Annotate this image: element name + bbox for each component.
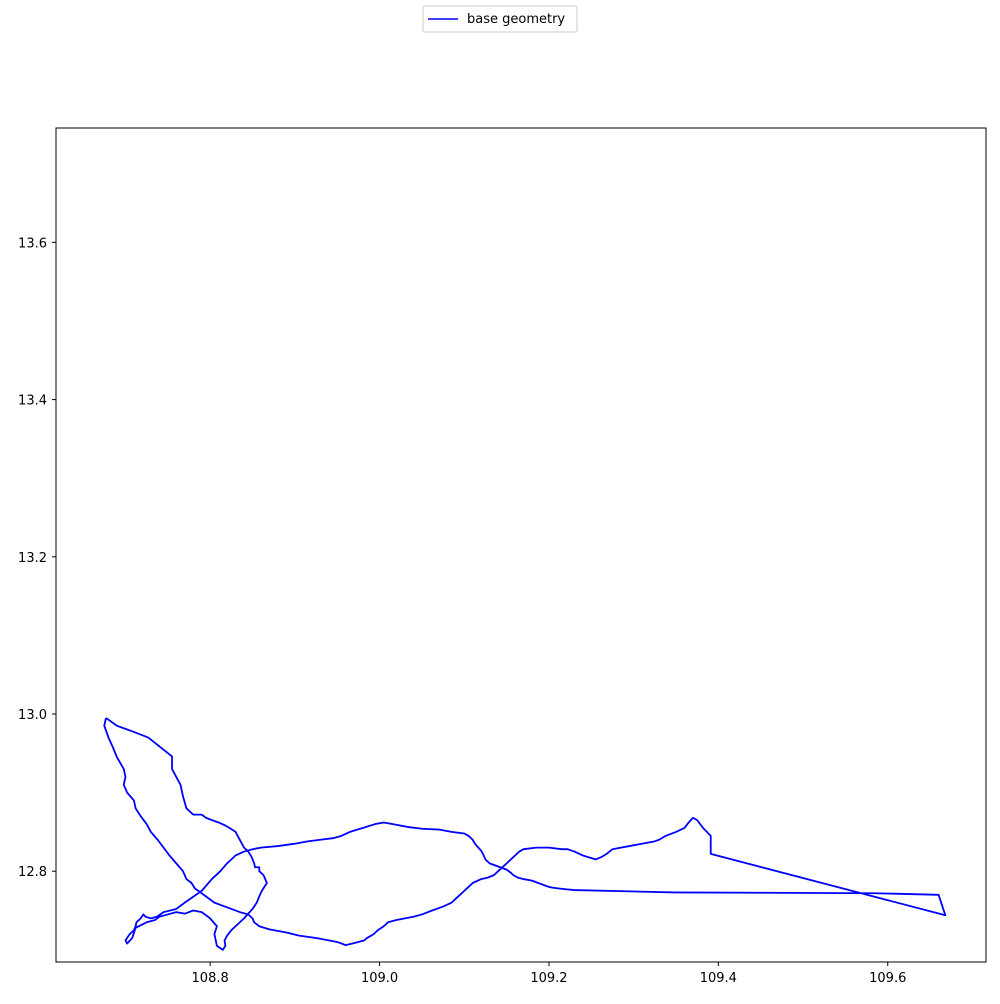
y-axis-ticks: 12.8 13.0 13.2 13.4 13.6 (18, 236, 56, 880)
y-tick-label: 13.2 (18, 551, 47, 566)
x-tick-label: 109.2 (530, 971, 567, 986)
x-axis-ticks: 108.8 109.0 109.2 109.4 109.6 (192, 962, 906, 986)
axes (55, 127, 987, 963)
legend-label: base geometry (467, 12, 565, 27)
x-tick-label: 109.4 (700, 971, 737, 986)
series-line-base-geometry (103, 717, 947, 951)
y-tick-label: 13.6 (18, 236, 47, 251)
series-group (103, 717, 947, 951)
y-tick-label: 13.4 (18, 394, 47, 409)
x-tick-label: 109.6 (869, 971, 906, 986)
y-tick-label: 13.0 (18, 708, 47, 723)
plot-frame (55, 127, 987, 963)
x-tick-label: 109.0 (361, 971, 398, 986)
x-tick-label: 108.8 (192, 971, 229, 986)
y-tick-label: 12.8 (18, 865, 47, 880)
legend: base geometry (422, 5, 578, 33)
legend-box (422, 5, 578, 33)
